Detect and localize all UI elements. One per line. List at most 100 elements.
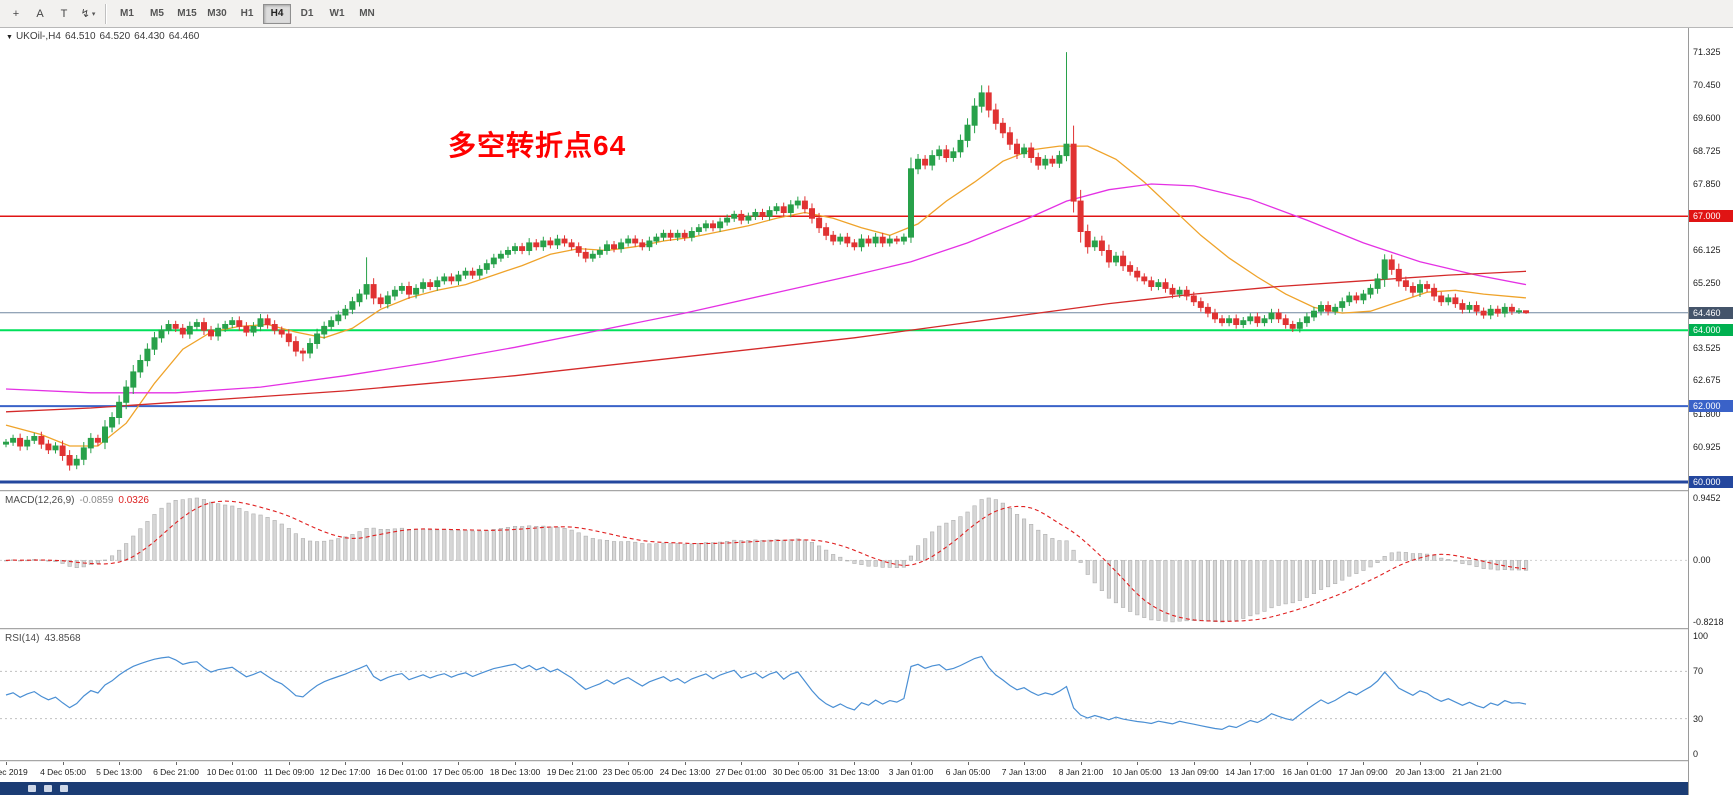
time-axis-tick	[232, 762, 233, 765]
rsi-axis-label: 30	[1693, 714, 1704, 724]
price-axis[interactable]: 71.325 70.450 69.600 68.725 67.850 66.125 65.2…	[1688, 28, 1733, 795]
rsi-value: 43.8568	[44, 633, 81, 644]
label-tool-button[interactable]: T	[53, 4, 75, 24]
time-axis-tick	[1420, 762, 1421, 765]
time-axis-tick	[572, 762, 573, 765]
timeframe-button-h4[interactable]: H4	[263, 3, 291, 24]
text-annotation-tool-button[interactable]: A	[29, 4, 51, 24]
rsi-panel-canvas[interactable]	[0, 630, 1688, 760]
taskbar-icon[interactable]	[44, 785, 52, 792]
macd-axis-label: -0.8218	[1693, 617, 1724, 627]
panel-separator[interactable]	[0, 760, 1733, 762]
panel-separator[interactable]	[0, 628, 1733, 630]
time-axis-label: 6 Jan 05:00	[945, 767, 991, 777]
taskbar-icon[interactable]	[28, 785, 36, 792]
crosshair-tool-button[interactable]: +	[5, 4, 27, 24]
time-axis-tick	[1307, 762, 1308, 765]
time-axis-label: 5 Dec 13:00	[96, 767, 142, 777]
symbol-name: UKOil-,H4	[15, 31, 61, 42]
time-axis-label: 14 Jan 17:00	[1225, 767, 1275, 777]
timeframe-button-mn[interactable]: MN	[353, 4, 381, 24]
time-axis-tick	[798, 762, 799, 765]
macd-axis-label: 0.9452	[1693, 493, 1721, 503]
price-tick-label: 66.125	[1693, 245, 1721, 255]
label-tool-icon: T	[60, 7, 68, 20]
ma-slow-red	[5, 270, 1527, 413]
price-level-badge: 67.000	[1689, 210, 1733, 222]
time-axis-tick	[741, 762, 742, 765]
ohlc-low: 64.430	[134, 31, 165, 42]
symbol-ohlc-line: ▼ UKOil-,H4 64.510 64.520 64.430 64.460	[6, 31, 203, 42]
time-axis[interactable]: 2 Dec 2019 4 Dec 05:00 5 Dec 13:00 6 Dec 21…	[0, 762, 1688, 782]
time-axis-label: 8 Jan 21:00	[1058, 767, 1104, 777]
time-axis-label: 10 Dec 01:00	[206, 767, 258, 777]
time-axis-tick	[911, 762, 912, 765]
time-axis-label: 31 Dec 13:00	[828, 767, 880, 777]
time-axis-label: 19 Dec 21:00	[546, 767, 598, 777]
rsi-line	[5, 655, 1527, 731]
time-axis-tick	[628, 762, 629, 765]
timeframe-button-m5[interactable]: M5	[143, 4, 171, 24]
time-axis-label: 23 Dec 05:00	[602, 767, 654, 777]
timeframe-button-d1[interactable]: D1	[293, 4, 321, 24]
macd-title: MACD(12,26,9) -0.0859 0.0326	[5, 495, 149, 506]
time-axis-tick	[685, 762, 686, 765]
time-axis-label: 13 Jan 09:00	[1169, 767, 1219, 777]
chart-annotation: 多空转折点64	[448, 130, 627, 161]
timeframe-button-h1[interactable]: H1	[233, 4, 261, 24]
time-axis-tick	[854, 762, 855, 765]
time-axis-tick	[119, 762, 120, 765]
price-tick-label: 61.800	[1693, 409, 1721, 419]
time-axis-tick	[176, 762, 177, 765]
chart-window: ▼ UKOil-,H4 64.510 64.520 64.430 64.460 多空转折点…	[0, 28, 1733, 795]
macd-name: MACD(12,26,9)	[5, 495, 75, 506]
timeframe-button-m1[interactable]: M1	[113, 4, 141, 24]
timeframe-button-m30[interactable]: M30	[203, 4, 231, 24]
time-axis-label: 2 Dec 2019	[0, 767, 28, 777]
indicators-dropdown-button[interactable]: ↯ ▾	[77, 4, 99, 24]
macd-panel-canvas[interactable]	[0, 492, 1688, 628]
price-tick-label: 65.250	[1693, 278, 1721, 288]
price-tick-label: 70.450	[1693, 80, 1721, 90]
ma-fast-orange	[5, 145, 1527, 447]
rsi-name: RSI(14)	[5, 633, 40, 644]
main-chart-canvas[interactable]	[0, 28, 1688, 490]
time-axis-label: 21 Jan 21:00	[1452, 767, 1502, 777]
time-axis-label: 30 Dec 05:00	[772, 767, 824, 777]
price-tick-label: 67.850	[1693, 179, 1721, 189]
time-axis-label: 17 Dec 05:00	[432, 767, 484, 777]
price-tick-label: 60.925	[1693, 442, 1721, 452]
rsi-axis-label: 100	[1693, 631, 1709, 641]
ohlc-open: 64.510	[64, 31, 96, 42]
time-axis-tick	[968, 762, 969, 765]
rsi-title: RSI(14) 43.8568	[5, 633, 81, 644]
time-axis-tick	[345, 762, 346, 765]
price-tick-label: 69.600	[1693, 113, 1721, 123]
collapse-icon[interactable]: ▼	[6, 34, 13, 41]
chevron-down-icon: ▾	[91, 10, 96, 18]
text-annotation-tool-icon: A	[36, 7, 44, 20]
time-axis-tick	[1250, 762, 1251, 765]
time-axis-label: 7 Jan 13:00	[1001, 767, 1047, 777]
time-axis-tick	[1081, 762, 1082, 765]
time-axis-label: 16 Dec 01:00	[376, 767, 428, 777]
macd-main-value: -0.0859	[79, 495, 114, 506]
taskbar-icon[interactable]	[60, 785, 68, 792]
price-level-badge: 64.460	[1689, 307, 1733, 319]
macd-axis-label: 0.00	[1693, 555, 1711, 565]
rsi-axis-label: 0	[1693, 749, 1699, 759]
price-level-badge: 60.000	[1689, 476, 1733, 488]
panel-separator[interactable]	[0, 490, 1733, 492]
timeframe-button-w1[interactable]: W1	[323, 4, 351, 24]
price-tick-label: 63.525	[1693, 343, 1721, 353]
macd-signal-value: 0.0326	[118, 495, 149, 506]
rsi-axis-label: 70	[1693, 666, 1704, 676]
time-axis-label: 18 Dec 13:00	[489, 767, 541, 777]
macd-signal-line	[5, 500, 1527, 622]
time-axis-label: 27 Dec 01:00	[715, 767, 767, 777]
taskbar[interactable]	[0, 782, 1733, 795]
time-axis-tick	[515, 762, 516, 765]
time-axis-label: 17 Jan 09:00	[1338, 767, 1388, 777]
timeframe-button-m15[interactable]: M15	[173, 4, 201, 24]
time-axis-tick	[1363, 762, 1364, 765]
